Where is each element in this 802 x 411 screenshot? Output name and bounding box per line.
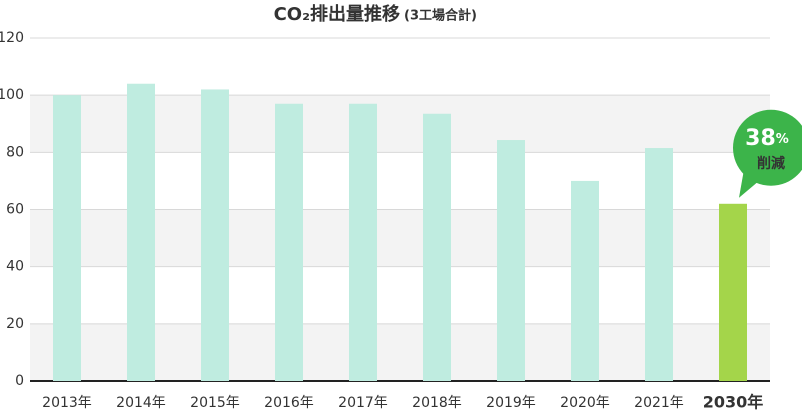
y-tick-label: 60 (6, 202, 24, 218)
bar (497, 140, 525, 381)
annotation-value: 38% (745, 126, 789, 151)
x-tick-label: 2019年 (486, 395, 536, 411)
bar (645, 148, 673, 381)
x-tick-label: 2018年 (412, 395, 462, 411)
bar (423, 113, 451, 381)
y-tick-label: 0 (15, 373, 24, 389)
bar (275, 103, 303, 381)
annotation-unit: % (776, 131, 789, 146)
bar (201, 89, 229, 381)
annotation-bubble (733, 109, 802, 186)
x-tick-label: 2021年 (634, 395, 684, 411)
bar (53, 95, 81, 382)
y-tick-label: 40 (6, 259, 24, 275)
x-tick-label: 2017年 (338, 395, 388, 411)
y-tick-label: 120 (0, 30, 24, 46)
x-tick-label: 2016年 (264, 395, 314, 411)
x-tick-label: 2013年 (42, 395, 92, 411)
x-tick-label: 2020年 (560, 395, 610, 411)
annotation-label: 削減 (757, 155, 785, 172)
chart-subtitle: (3工場合計) (404, 8, 477, 24)
x-tick-label: 2015年 (190, 395, 240, 411)
annotation-number: 38 (745, 126, 776, 151)
bar (127, 83, 155, 381)
x-tick-label: 2014年 (116, 395, 166, 411)
y-tick-label: 80 (6, 144, 24, 160)
y-tick-label: 20 (6, 316, 24, 332)
bar (349, 103, 377, 381)
y-tick-label: 100 (0, 87, 24, 103)
bar (719, 203, 747, 381)
bar (571, 180, 599, 381)
chart-title: CO₂排出量推移 (274, 3, 400, 25)
x-tick-label: 2030年 (703, 393, 764, 411)
